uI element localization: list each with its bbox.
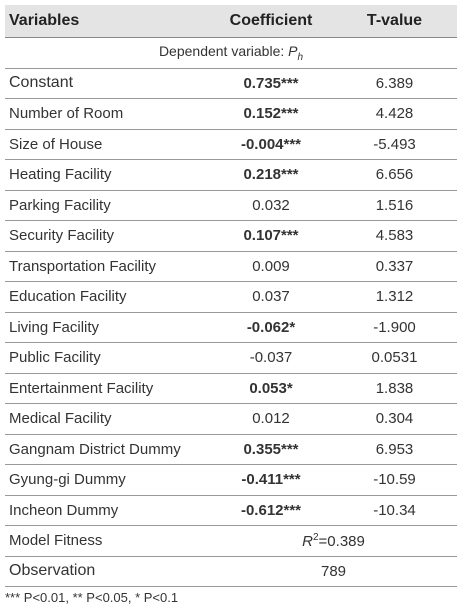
- results-table: Variables Coefficient T-value Dependent …: [5, 5, 457, 587]
- data-row: Public Facility -0.037 0.0531: [5, 342, 457, 374]
- coefficient-cell: 0.012: [210, 403, 332, 435]
- data-row: Parking Facility 0.032 1.516: [5, 190, 457, 221]
- variable-cell: Transportation Facility: [5, 251, 210, 282]
- coefficient-cell: -0.062*: [210, 312, 332, 343]
- header-cell: T-value: [332, 5, 457, 38]
- coefficient-cell: 0.107***: [210, 220, 332, 252]
- data-row: Heating Facility 0.218*** 6.656: [5, 159, 457, 191]
- variable-cell: Gangnam District Dummy: [5, 434, 210, 465]
- t-value-cell: 6.389: [332, 68, 457, 99]
- t-value-cell: -5.493: [332, 129, 457, 160]
- variable-cell: Heating Facility: [5, 159, 210, 191]
- variable-cell: Parking Facility: [5, 190, 210, 221]
- coefficient-cell: -0.411***: [210, 464, 332, 496]
- t-value-cell: 0.0531: [332, 342, 457, 374]
- fitness-cell: R2=0.389: [210, 525, 457, 557]
- variable-cell: Security Facility: [5, 220, 210, 252]
- data-row: Gyung-gi Dummy -0.411*** -10.59: [5, 464, 457, 496]
- data-row: Security Facility 0.107*** 4.583: [5, 220, 457, 252]
- t-value-cell: 1.516: [332, 190, 457, 221]
- coefficient-cell: -0.004***: [210, 129, 332, 160]
- dependent-row: Dependent variable: Ph: [5, 37, 457, 69]
- dependent-symbol: P: [288, 42, 298, 59]
- t-value-cell: 4.428: [332, 98, 457, 130]
- coefficient-cell: -0.037: [210, 342, 332, 374]
- data-row: Entertainment Facility 0.053* 1.838: [5, 373, 457, 404]
- data-row: Constant 0.735*** 6.389: [5, 68, 457, 99]
- coefficient-cell: 0.152***: [210, 98, 332, 130]
- data-row: Gangnam District Dummy 0.355*** 6.953: [5, 434, 457, 465]
- variable-cell: Education Facility: [5, 281, 210, 313]
- t-value-cell: 4.583: [332, 220, 457, 252]
- coefficient-cell: 0.218***: [210, 159, 332, 191]
- variable-cell: Entertainment Facility: [5, 373, 210, 404]
- variable-cell: Public Facility: [5, 342, 210, 374]
- observation-label: Observation: [5, 556, 210, 587]
- t-value-cell: 0.304: [332, 403, 457, 435]
- observation-value: 789: [210, 556, 457, 587]
- header-cell: Variables: [5, 5, 210, 38]
- coefficient-cell: 0.032: [210, 190, 332, 221]
- t-value-cell: 6.953: [332, 434, 457, 465]
- coefficient-cell: -0.612***: [210, 495, 332, 526]
- data-row: Number of Room 0.152*** 4.428: [5, 98, 457, 130]
- observation-row: Observation 789: [5, 556, 457, 587]
- t-value-cell: 1.312: [332, 281, 457, 313]
- fitness-label: Model Fitness: [5, 525, 210, 557]
- t-value-cell: -10.59: [332, 464, 457, 496]
- t-value-cell: 1.838: [332, 373, 457, 404]
- variable-cell: Living Facility: [5, 312, 210, 343]
- fitness-symbol: R: [302, 532, 313, 550]
- data-row: Transportation Facility 0.009 0.337: [5, 251, 457, 282]
- t-value-cell: 0.337: [332, 251, 457, 282]
- variable-cell: Incheon Dummy: [5, 495, 210, 526]
- t-value-cell: -1.900: [332, 312, 457, 343]
- variable-cell: Size of House: [5, 129, 210, 160]
- t-value-cell: 6.656: [332, 159, 457, 191]
- header-row: Variables Coefficient T-value: [5, 5, 457, 38]
- variable-cell: Medical Facility: [5, 403, 210, 435]
- variable-cell: Gyung-gi Dummy: [5, 464, 210, 496]
- dependent-cell: Dependent variable: Ph: [5, 37, 457, 69]
- data-row: Size of House -0.004*** -5.493: [5, 129, 457, 160]
- t-value-cell: -10.34: [332, 495, 457, 526]
- coefficient-cell: 0.053*: [210, 373, 332, 404]
- variable-cell: Constant: [5, 68, 210, 99]
- table-body: Variables Coefficient T-value Dependent …: [5, 5, 457, 587]
- coefficient-cell: 0.355***: [210, 434, 332, 465]
- variable-cell: Number of Room: [5, 98, 210, 130]
- footnote: *** P<0.01, ** P<0.05, * P<0.1: [5, 590, 179, 605]
- coefficient-cell: 0.735***: [210, 68, 332, 99]
- fitness-row: Model Fitness R2=0.389: [5, 525, 457, 557]
- fitness-value: =0.389: [318, 532, 365, 550]
- data-row: Medical Facility 0.012 0.304: [5, 403, 457, 435]
- coefficient-cell: 0.009: [210, 251, 332, 282]
- dependent-label: Dependent variable:: [158, 42, 289, 59]
- data-row: Education Facility 0.037 1.312: [5, 281, 457, 313]
- fitness-superscript: 2: [312, 531, 319, 543]
- data-row: Living Facility -0.062* -1.900: [5, 312, 457, 343]
- coefficient-cell: 0.037: [210, 281, 332, 313]
- dependent-subscript: h: [297, 51, 304, 63]
- data-row: Incheon Dummy -0.612*** -10.34: [5, 495, 457, 526]
- header-cell: Coefficient: [210, 5, 332, 38]
- table-wrap: Variables Coefficient T-value Dependent …: [5, 5, 457, 587]
